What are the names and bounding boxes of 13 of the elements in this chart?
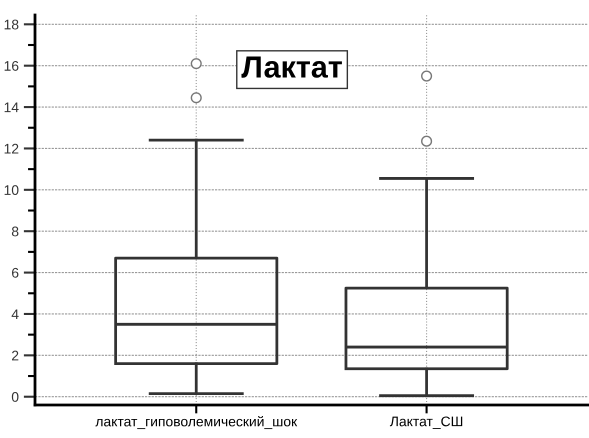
y-tick-label: 8 <box>12 226 18 236</box>
y-tick-label: 2 <box>12 350 18 360</box>
y-tick-label: 14 <box>4 102 19 112</box>
x-tick-label: лактат_гиповолемический_шок <box>95 416 298 430</box>
y-tick-label: 4 <box>12 309 19 319</box>
y-tick-label: 10 <box>4 185 18 195</box>
y-tick-label: 16 <box>4 61 18 71</box>
y-tick-label: 6 <box>12 268 18 278</box>
x-tick-label: Лактат_СШ <box>390 416 462 429</box>
y-tick-label: 12 <box>4 144 18 154</box>
y-tick-label: 18 <box>4 20 18 30</box>
y-tick-label: 0 <box>12 392 18 402</box>
text: Лактат <box>241 56 342 78</box>
